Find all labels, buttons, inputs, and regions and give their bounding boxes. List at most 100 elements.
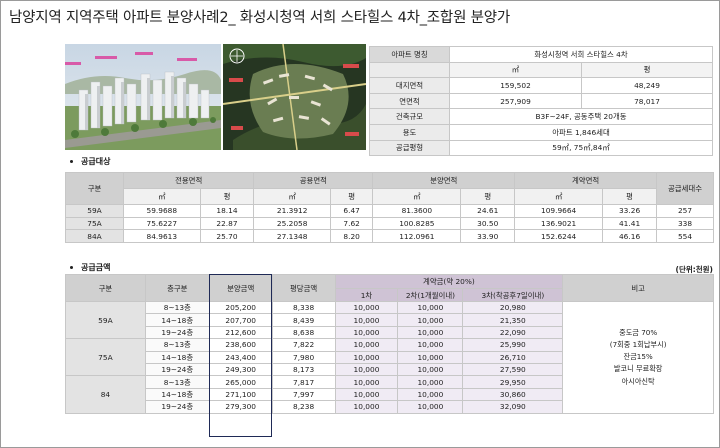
cell-d3: 21,350 — [462, 313, 564, 327]
sub-header: 3차(착공후7일이내) — [462, 288, 564, 302]
remark-line: 중도금 70% — [619, 327, 658, 337]
sub-header: 평 — [460, 188, 516, 205]
cell-d2: 10,000 — [397, 325, 464, 340]
cell: 75.6227 — [123, 216, 201, 231]
sub-header: 평 — [199, 188, 255, 205]
sub-header: 평 — [602, 188, 657, 205]
cell: 30.50 — [460, 216, 516, 231]
table-row: 84 8~13층 265,000 7,817 10,000 10,000 29,… — [65, 375, 714, 414]
col-header: 분양금액 — [208, 274, 273, 302]
info-value: 48,249 — [581, 77, 713, 94]
cell-per: 8,173 — [271, 362, 336, 377]
cell-d1: 10,000 — [334, 338, 399, 352]
cell: 338 — [656, 216, 714, 231]
cell-d1: 10,000 — [334, 375, 399, 389]
table-row: 19~24층 279,300 8,238 10,000 10,000 32,09… — [66, 400, 714, 414]
cell: 46.16 — [602, 229, 657, 244]
cell: 22.87 — [199, 216, 255, 231]
sub-header: ㎡ — [514, 188, 604, 205]
cell: 109.9664 — [514, 204, 604, 218]
remark-line: (7회중 1회납부시) — [609, 339, 667, 349]
cell-d2: 10,000 — [397, 400, 464, 414]
col-header: 계약면적 — [514, 172, 657, 189]
cell-floor: 19~24층 — [144, 400, 210, 414]
cell-d1: 10,000 — [334, 362, 399, 377]
cell-floor: 8~13층 — [144, 338, 210, 352]
cell: 554 — [656, 229, 714, 244]
row-type: 75A — [65, 216, 124, 231]
cell-floor: 14~18층 — [144, 350, 210, 364]
info-value: 159,502 — [449, 77, 582, 94]
remark-line: 잔금15% — [623, 352, 653, 362]
col-header: 층구분 — [144, 274, 210, 302]
cell: 18.14 — [199, 204, 255, 218]
col-header: 비고 — [562, 274, 714, 302]
cell: 6.47 — [329, 204, 374, 218]
section-title-supply: 공급대상 — [70, 156, 110, 167]
cell: 257 — [656, 204, 714, 218]
col-header: 공용면적 — [253, 172, 374, 189]
info-value: 화성시청역 서희 스타힐스 4차 — [449, 46, 713, 63]
cell-d2: 10,000 — [397, 387, 464, 402]
cell: 33.90 — [460, 229, 516, 244]
cell-d2: 10,000 — [397, 300, 464, 315]
cell-d3: 22,090 — [462, 325, 564, 340]
info-value: 257,909 — [449, 92, 582, 110]
cell-sale: 205,200 — [208, 300, 273, 315]
cell-d2: 10,000 — [397, 375, 464, 389]
cell: 81.3600 — [372, 204, 462, 218]
sub-header: 1차 — [334, 288, 399, 302]
row-type: 59A — [65, 300, 146, 340]
cell: 33.26 — [602, 204, 657, 218]
cell: 112.0961 — [372, 229, 462, 244]
cell-floor: 14~18층 — [144, 387, 210, 402]
cell-d2: 10,000 — [397, 362, 464, 377]
section-title-text: 공급대상 — [81, 157, 111, 166]
cell: 24.61 — [460, 204, 516, 218]
cell: 7.62 — [329, 216, 374, 231]
info-value: 78,017 — [581, 92, 713, 110]
cell-d2: 10,000 — [397, 350, 464, 364]
remark-line: 아시아신탁 — [621, 376, 655, 386]
sub-header: ㎡ — [253, 188, 331, 205]
cell-sale: 279,300 — [208, 400, 273, 414]
section-title-text: 공급금액 — [81, 263, 111, 272]
cell-floor: 14~18층 — [144, 313, 210, 327]
sub-header: ㎡ — [123, 188, 201, 205]
cell: 100.8285 — [372, 216, 462, 231]
cell-sale: 249,300 — [208, 362, 273, 377]
info-value: 59㎡, 75㎡,84㎡ — [449, 139, 713, 157]
info-unit: 평 — [581, 61, 713, 79]
supply-table: 구분 전용면적 공용면적 분양면적 계약면적 공급세대수 ㎡ 평 ㎡ 평 ㎡ 평… — [65, 172, 714, 244]
cell-d3: 25,990 — [462, 338, 564, 352]
cell-d3: 26,710 — [462, 350, 564, 364]
cell-floor: 8~13층 — [144, 300, 210, 315]
table-row: 84A 84.9613 25.70 27.1348 8.20 112.0961 … — [65, 229, 714, 244]
cell: 84.9613 — [123, 229, 201, 244]
unit-label: (단위:천원) — [675, 265, 713, 274]
cell-d3: 20,980 — [462, 300, 564, 315]
sub-header: 평 — [329, 188, 374, 205]
info-label: 아파트 명칭 — [369, 46, 450, 63]
cell-floor: 19~24층 — [144, 362, 210, 377]
cell-per: 8,338 — [271, 300, 336, 315]
cell-sale: 207,700 — [208, 313, 273, 327]
table-row: 59A 59.9688 18.14 21.3912 6.47 81.3600 2… — [65, 204, 714, 218]
site-layout-map-image — [223, 44, 366, 150]
col-header: 계약금(약 20%) — [334, 274, 564, 289]
cell-sale: 238,600 — [208, 338, 273, 352]
page-title: 남양지역 지역주택 아파트 분양사례2_ 화성시청역 서희 스타힐스 4차_조합… — [9, 10, 511, 26]
table-row: 75A 75.6227 22.87 25.2058 7.62 100.8285 … — [65, 216, 714, 231]
cell-per: 7,817 — [271, 375, 336, 389]
info-label — [369, 61, 450, 79]
cell-d3: 27,590 — [462, 362, 564, 377]
info-value: B3F~24F, 공동주택 20개동 — [449, 108, 713, 125]
cell-per: 8,238 — [271, 400, 336, 414]
cell-d3: 29,950 — [462, 375, 564, 389]
table-row: 14~18층 207,700 8,439 10,000 10,000 21,35… — [66, 313, 714, 327]
cell-d1: 10,000 — [334, 313, 399, 327]
cell: 41.41 — [602, 216, 657, 231]
cell: 8.20 — [329, 229, 374, 244]
info-unit: ㎡ — [449, 61, 582, 79]
cell-d1: 10,000 — [334, 350, 399, 364]
